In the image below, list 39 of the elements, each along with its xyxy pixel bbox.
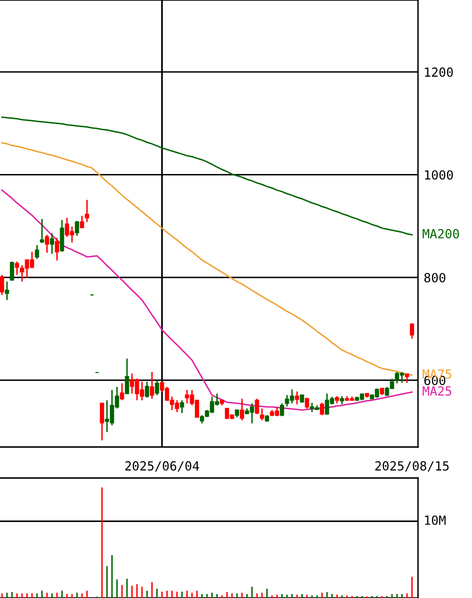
- candlestick: [304, 396, 310, 410]
- candlestick: [14, 260, 20, 276]
- candlestick: [260, 408, 264, 421]
- candlestick: [254, 398, 260, 415]
- candlestick: [150, 371, 154, 400]
- candlestick: [40, 218, 44, 244]
- candlestick: [4, 280, 10, 301]
- line-series: [1, 142, 413, 376]
- ref-line-label: 10M: [425, 515, 446, 525]
- candlestick: [180, 400, 184, 414]
- series-label: MA25: [422, 386, 452, 396]
- candlestick: [240, 398, 244, 421]
- y-tick-label: 1000: [425, 170, 453, 180]
- line-series: [1, 116, 413, 236]
- x-tick-label: 2025/06/04: [125, 461, 200, 472]
- candlestick: [44, 234, 50, 254]
- candlestick: [74, 220, 80, 237]
- y-tick-label: 800: [424, 272, 446, 282]
- candlestick: [144, 381, 150, 398]
- y-tick-label: 1200: [425, 67, 453, 77]
- series-label: MA200: [422, 229, 459, 238]
- candlestick: [0, 274, 4, 296]
- candlestick: [10, 260, 14, 282]
- candlestick: [320, 402, 324, 416]
- candlestick: [404, 372, 410, 384]
- candlestick: [80, 215, 84, 229]
- candlestick: [120, 382, 124, 401]
- candlestick: [50, 232, 54, 255]
- candlestick: [84, 199, 90, 223]
- candlestick: [124, 358, 130, 394]
- candlestick: [294, 390, 300, 406]
- candlestick: [54, 237, 60, 262]
- candlestick: [410, 322, 414, 340]
- candlestick: [280, 402, 284, 417]
- candlestick: [60, 219, 64, 252]
- x-tick-label: 2025/08/15: [375, 461, 449, 472]
- candlestick: [154, 380, 160, 396]
- candlestick: [34, 244, 40, 260]
- candlestick: [100, 402, 104, 442]
